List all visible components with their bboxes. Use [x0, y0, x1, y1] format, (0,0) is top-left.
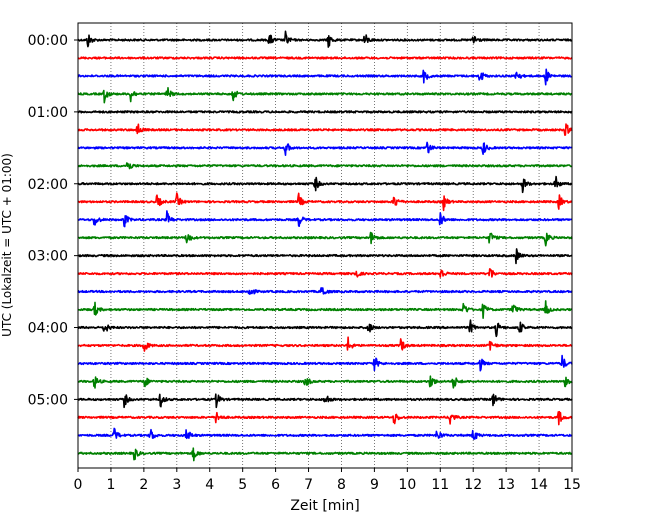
seismogram-trace-0245: [77, 231, 573, 247]
seismogram-trace-0215: [77, 192, 573, 212]
x-tick-label: 15: [563, 477, 581, 493]
x-tick-label: 6: [271, 477, 280, 493]
seismogram-trace-0430: [77, 354, 573, 372]
x-axis-label: Zeit [min]: [290, 498, 359, 514]
x-tick-label: 4: [205, 477, 214, 493]
y-axis-label: UTC (Lokalzeit = UTC + 01:00): [0, 153, 14, 337]
seismogram-trace-0030: [77, 68, 573, 86]
x-tick-label: 5: [238, 477, 247, 493]
x-tick-label: 8: [337, 477, 346, 493]
seismogram-trace-0100: [77, 110, 573, 114]
seismogram-trace-0345: [77, 300, 573, 319]
seismogram-trace-0530: [77, 427, 573, 440]
y-tick-label: 00:00: [28, 33, 68, 49]
seismogram-trace-0415: [77, 336, 573, 352]
seismogram-trace-0330: [77, 287, 573, 295]
seismogram-trace-0515: [77, 410, 573, 426]
x-tick-label: 13: [497, 477, 515, 493]
x-axis-ticks: 0 1 2 3 4 5 6 7 8 9 10 11 12 13 14 15: [74, 468, 581, 493]
y-tick-label: 04:00: [28, 321, 68, 337]
x-tick-label: 12: [464, 477, 482, 493]
y-tick-label: 01:00: [28, 105, 68, 121]
seismogram-trace-0315: [77, 268, 573, 278]
seismogram-trace-0145: [77, 162, 573, 170]
plot-frame: [77, 22, 573, 469]
seismogram-trace-0000: [77, 30, 573, 48]
x-tick-label: 3: [172, 477, 181, 493]
seismogram-trace-0445: [77, 375, 573, 389]
x-tick-label: 9: [370, 477, 379, 493]
seismogram-trace-0015: [77, 56, 573, 60]
seismogram-trace-0300: [77, 248, 573, 265]
seismogram-traces: [77, 30, 573, 462]
y-tick-label: 03:00: [28, 249, 68, 265]
y-axis-ticks: 00:00 01:00 02:00 03:00 04:00 05:00: [28, 33, 78, 408]
seismogram-trace-0130: [77, 141, 573, 156]
seismogram-trace-0545: [77, 447, 573, 462]
seismogram-trace-0045: [77, 86, 573, 104]
x-tick-label: 2: [139, 477, 148, 493]
seismogram-trace-0230: [77, 210, 573, 228]
seismogram-trace-0400: [77, 319, 573, 338]
x-tick-label: 7: [304, 477, 313, 493]
seismogram-trace-0115: [77, 123, 573, 136]
seismogram-trace-0500: [77, 393, 573, 409]
x-tick-label: 1: [106, 477, 115, 493]
y-tick-label: 05:00: [28, 392, 68, 408]
seismogram-trace-0200: [77, 175, 573, 194]
x-tick-label: 0: [74, 477, 83, 493]
x-tick-label: 14: [530, 477, 548, 493]
x-tick-label: 10: [398, 477, 416, 493]
grid-lines: [110, 23, 540, 468]
x-tick-label: 11: [431, 477, 449, 493]
y-tick-label: 02:00: [28, 177, 68, 193]
